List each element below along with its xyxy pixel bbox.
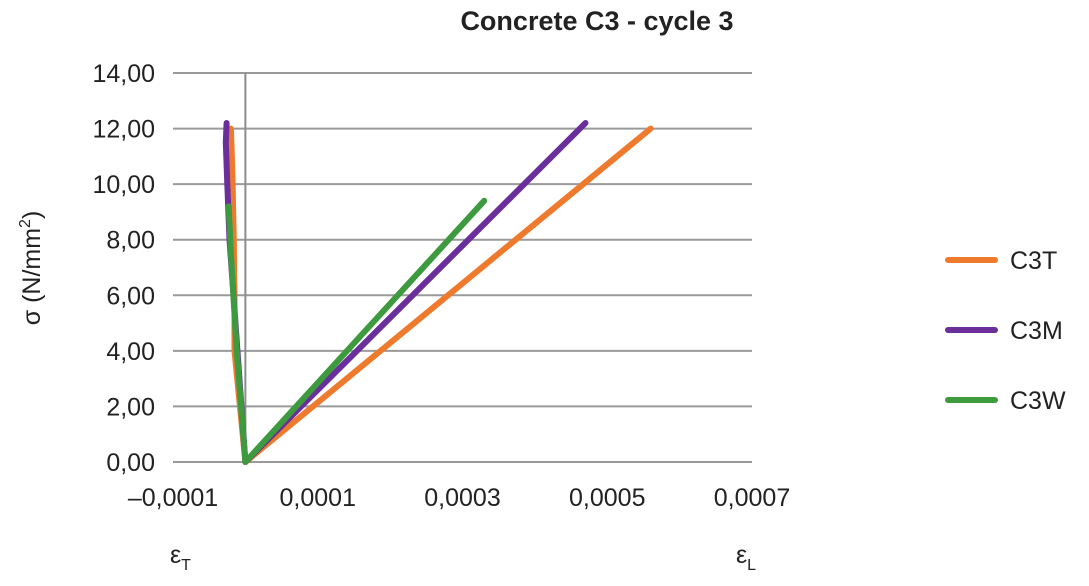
series-c3m-longitudinal-line bbox=[242, 120, 589, 465]
y-axis-label-main: σ (N/mm bbox=[18, 228, 46, 325]
y-tick-label: 2,00 bbox=[106, 393, 155, 421]
y-tick-label: 10,00 bbox=[92, 171, 155, 199]
y-tick-label: 4,00 bbox=[106, 338, 155, 366]
y-tick-label: 8,00 bbox=[106, 227, 155, 255]
series-lines bbox=[222, 120, 654, 465]
chart-title: Concrete C3 - cycle 3 bbox=[460, 6, 733, 36]
legend: C3T C3M C3W bbox=[945, 247, 1066, 415]
x-label-transverse-main: ε bbox=[170, 541, 181, 569]
y-tick-label: 12,00 bbox=[92, 116, 155, 144]
y-tick-label: 14,00 bbox=[92, 60, 155, 88]
x-label-transverse: εT bbox=[170, 541, 191, 574]
x-label-longitudinal-main: ε bbox=[736, 541, 747, 569]
legend-label-c3t: C3T bbox=[1010, 247, 1057, 275]
y-axis-label: σ (N/mm2) bbox=[17, 211, 46, 326]
y-axis-label-end: ) bbox=[18, 211, 46, 219]
y-tick-label: 6,00 bbox=[106, 282, 155, 310]
legend-label-c3m: C3M bbox=[1010, 317, 1063, 345]
x-tick-labels: –0,0001 0,0001 0,0003 0,0005 0,0007 bbox=[128, 484, 790, 512]
series-c3w-transverse-line bbox=[225, 203, 249, 465]
y-tick-labels: 0,00 2,00 4,00 6,00 8,00 10,00 12,00 14,00 bbox=[92, 60, 155, 477]
series-c3w-longitudinal-line bbox=[242, 197, 488, 465]
x-tick-label: –0,0001 bbox=[128, 484, 218, 512]
x-label-longitudinal-sub: L bbox=[747, 557, 756, 574]
x-tick-label: 0,0001 bbox=[280, 484, 356, 512]
y-axis-label-sup: 2 bbox=[17, 219, 34, 228]
x-tick-label: 0,0007 bbox=[714, 484, 790, 512]
legend-label-c3w: C3W bbox=[1010, 387, 1066, 415]
x-tick-label: 0,0005 bbox=[569, 484, 645, 512]
series-c3t-longitudinal-line bbox=[242, 125, 654, 465]
gridlines bbox=[173, 72, 752, 463]
x-label-longitudinal: εL bbox=[736, 541, 756, 574]
y-tick-label: 0,00 bbox=[106, 449, 155, 477]
x-label-transverse-sub: T bbox=[181, 557, 191, 574]
x-tick-label: 0,0003 bbox=[424, 484, 500, 512]
